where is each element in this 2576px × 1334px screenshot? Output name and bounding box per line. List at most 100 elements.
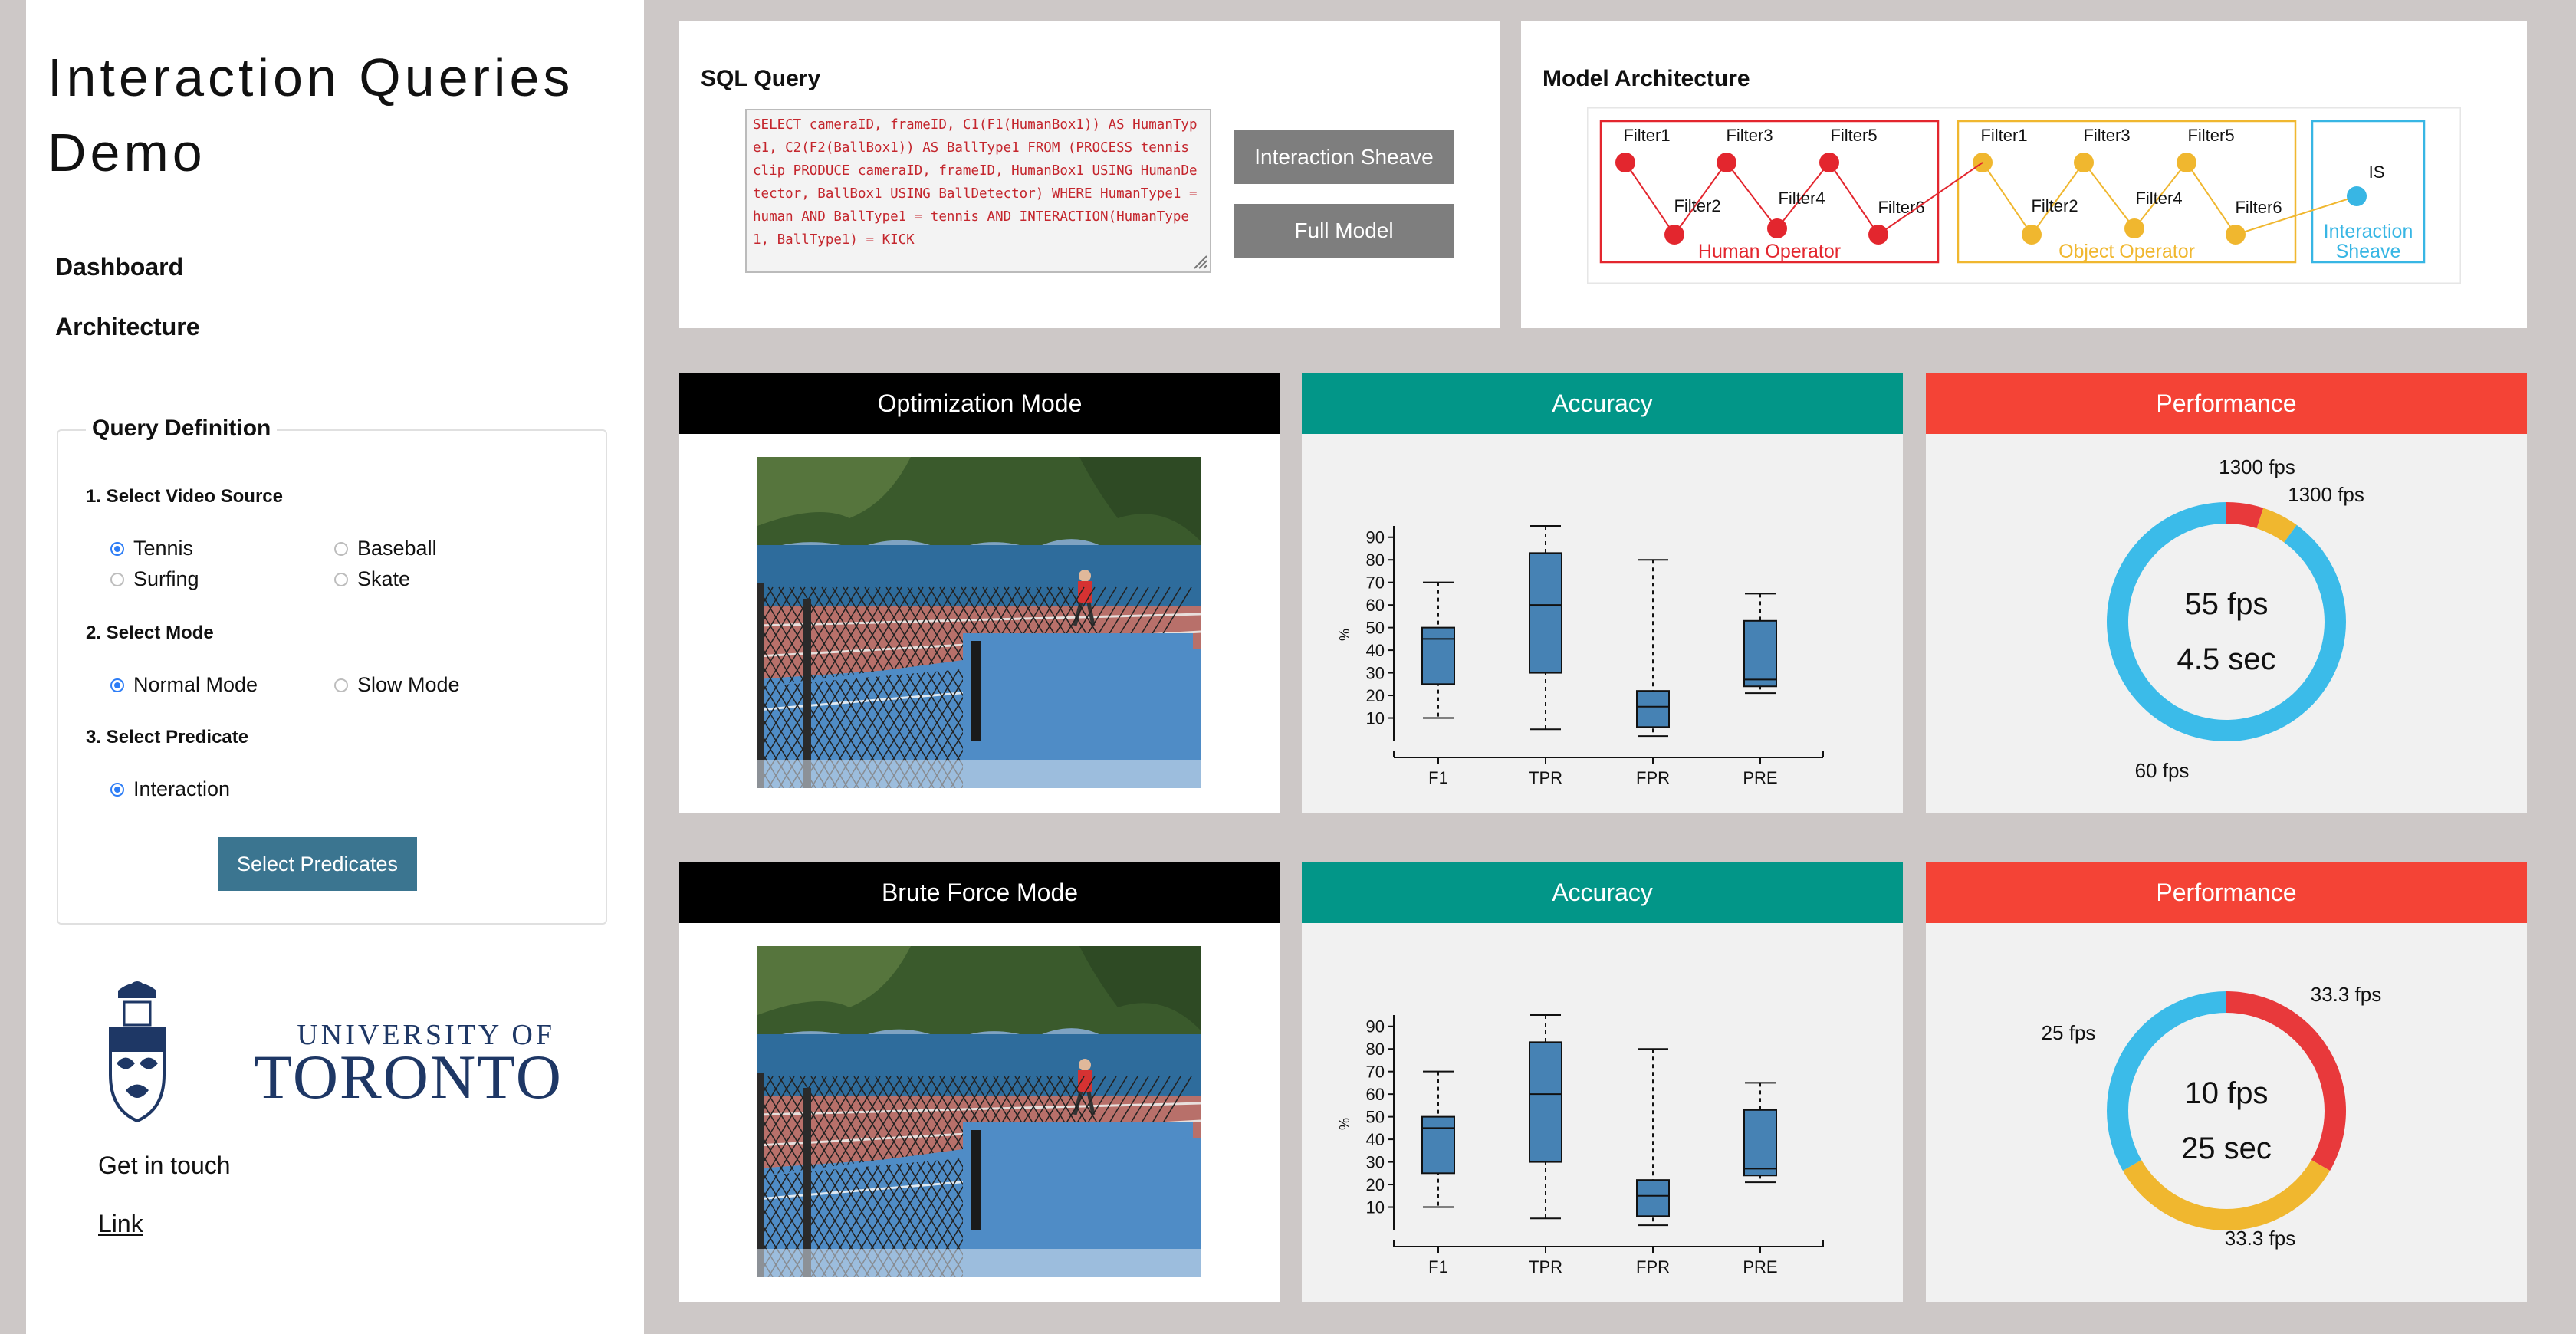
mode-panel: Brute Force Mode bbox=[679, 862, 1280, 1302]
human-filter-label-4: Filter4 bbox=[1778, 189, 1825, 208]
performance-donut: 33.3 fps 33.3 fps 25 fps 10 fps 25 sec bbox=[2042, 983, 2382, 1250]
contact-link[interactable]: Link bbox=[98, 1210, 143, 1237]
radio-dot bbox=[334, 678, 348, 692]
object-filter-node-2 bbox=[2022, 225, 2042, 245]
mode-panel-header: Optimization Mode bbox=[679, 373, 1280, 434]
donut-slice-2 bbox=[2256, 508, 2297, 543]
human-filter-node-3 bbox=[1717, 153, 1737, 172]
player-shirt bbox=[1078, 1070, 1092, 1092]
x-tick-label: FPR bbox=[1636, 768, 1670, 787]
logo-line2: TORONTO bbox=[254, 1042, 563, 1112]
net-post bbox=[757, 1073, 764, 1277]
object-filter-label-6: Filter6 bbox=[2235, 198, 2282, 217]
university-logo: UNIVERSITY OF TORONTO bbox=[109, 981, 563, 1123]
y-tick-label: 40 bbox=[1366, 1130, 1385, 1149]
radio-label: Baseball bbox=[357, 537, 437, 560]
trees-dark bbox=[1079, 946, 1201, 1030]
radio-mode-normal[interactable]: Normal Mode bbox=[110, 673, 258, 697]
sql-query-textarea[interactable]: SELECT cameraID, frameID, C1(F1(HumanBox… bbox=[745, 109, 1211, 273]
donut-center-time: 4.5 sec bbox=[2177, 642, 2276, 676]
y-axis-label: % bbox=[1337, 1118, 1352, 1130]
donut-center-rate: 10 fps bbox=[2185, 1076, 2269, 1110]
accuracy-panel: Accuracy 10 20 30 40 50 60 70 80 90% F1 TPR FPR PRE bbox=[1302, 862, 1903, 1302]
object-operator-box bbox=[1957, 120, 2297, 264]
object-filter-label-4: Filter4 bbox=[2135, 189, 2182, 208]
radio-source-tennis[interactable]: Tennis bbox=[110, 537, 193, 560]
query-definition-panel: Query Definition 1. Select Video Source … bbox=[57, 416, 607, 925]
donut-slice-3 bbox=[2107, 502, 2346, 741]
donut-slice-2 bbox=[2122, 1159, 2331, 1230]
x-tick-label: PRE bbox=[1743, 1257, 1777, 1276]
video-frame-container bbox=[757, 457, 1201, 788]
windscreen bbox=[757, 545, 1201, 606]
radio-label: Interaction bbox=[133, 777, 231, 800]
radio-source-skate[interactable]: Skate bbox=[334, 567, 410, 591]
performance-panel: Performance 33.3 fps 33.3 fps 25 fps 10 fps 2… bbox=[1926, 862, 2527, 1302]
resize-handle-icon[interactable] bbox=[1191, 253, 1208, 270]
object-operator-label: Object Operator bbox=[2058, 241, 2195, 262]
y-axis-label: % bbox=[1337, 629, 1352, 641]
step2-label: 2. Select Mode bbox=[86, 623, 214, 643]
performance-donut: 1300 fps 1300 fps 60 fps 55 fps 4.5 sec bbox=[2107, 455, 2364, 782]
y-tick-label: 50 bbox=[1366, 1108, 1385, 1127]
app-title: Interaction Queries Demo bbox=[48, 48, 574, 182]
human-filter-node-1 bbox=[1615, 153, 1635, 172]
human-edge bbox=[1674, 162, 1727, 235]
box-fpr bbox=[1636, 690, 1670, 728]
donut-center-rate: 55 fps bbox=[2185, 587, 2269, 621]
radio-label: Skate bbox=[357, 567, 411, 590]
performance-panel-header: Performance bbox=[1926, 862, 2527, 923]
human-edge bbox=[1776, 162, 1830, 229]
human-operator-box bbox=[1599, 120, 1940, 264]
nav-dashboard[interactable]: Dashboard bbox=[55, 253, 184, 281]
box-fpr bbox=[1636, 1179, 1670, 1217]
query-definition-legend: Query Definition bbox=[86, 416, 278, 442]
player-leg bbox=[1086, 1091, 1096, 1116]
box-pre bbox=[1743, 1109, 1777, 1177]
cross-operator-edge bbox=[1878, 162, 1983, 235]
radio-source-baseball[interactable]: Baseball bbox=[334, 537, 437, 560]
radio-predicate-interaction[interactable]: Interaction bbox=[110, 777, 230, 801]
nav-architecture[interactable]: Architecture bbox=[55, 313, 200, 340]
donut-slice-1 bbox=[2226, 991, 2346, 1171]
step1-label: 1. Select Video Source bbox=[86, 486, 284, 507]
logo-line1: UNIVERSITY OF bbox=[297, 1019, 555, 1051]
trees-light bbox=[757, 457, 911, 526]
y-tick-label: 30 bbox=[1366, 1153, 1385, 1172]
radio-source-surfing[interactable]: Surfing bbox=[110, 567, 199, 591]
radio-mode-slow[interactable]: Slow Mode bbox=[334, 673, 460, 697]
box-pre bbox=[1743, 619, 1777, 688]
full-model-button[interactable]: Full Model bbox=[1234, 204, 1454, 258]
sheave-label-line1: Interaction bbox=[2324, 221, 2413, 242]
fence-post bbox=[803, 1088, 811, 1277]
donut-center-time: 25 sec bbox=[2181, 1132, 2272, 1165]
donut-slice-3 bbox=[2107, 991, 2226, 1171]
donut-slice-1 bbox=[2226, 502, 2264, 529]
y-tick-label: 10 bbox=[1366, 1198, 1385, 1217]
tennis-video-frame bbox=[757, 946, 1201, 1277]
motion-blur bbox=[757, 1249, 1201, 1277]
sidebar: Interaction Queries Demo Dashboard Archi… bbox=[26, 0, 644, 1334]
select-predicates-button[interactable]: Select Predicates bbox=[218, 837, 417, 891]
y-tick-label: 30 bbox=[1366, 664, 1385, 683]
object-edge bbox=[1982, 162, 2032, 235]
object-filter-label-3: Filter3 bbox=[2083, 126, 2130, 145]
x-tick-label: FPR bbox=[1636, 1257, 1670, 1276]
crest-icon bbox=[109, 981, 166, 1123]
donut-slice-label-2: 33.3 fps bbox=[2225, 1227, 2296, 1250]
x-tick-label: TPR bbox=[1529, 768, 1562, 787]
court-line bbox=[757, 613, 1201, 627]
net-post bbox=[757, 583, 764, 788]
y-tick-label: 60 bbox=[1366, 1085, 1385, 1104]
box-tpr bbox=[1529, 552, 1562, 674]
model-architecture-card: Model Architecture Filter1 Filter2 Filter3… bbox=[1521, 21, 2527, 328]
performance-panel-header: Performance bbox=[1926, 373, 2527, 434]
radio-dot-selected bbox=[110, 782, 124, 797]
interaction-sheave-button[interactable]: Interaction Sheave bbox=[1234, 130, 1454, 184]
human-filter-label-1: Filter1 bbox=[1623, 126, 1670, 145]
human-edge bbox=[1829, 162, 1879, 235]
tennis-video-frame bbox=[757, 457, 1201, 788]
y-tick-label: 80 bbox=[1366, 1040, 1385, 1059]
human-filter-node-2 bbox=[1664, 225, 1684, 245]
human-operator-label: Human Operator bbox=[1698, 241, 1841, 262]
